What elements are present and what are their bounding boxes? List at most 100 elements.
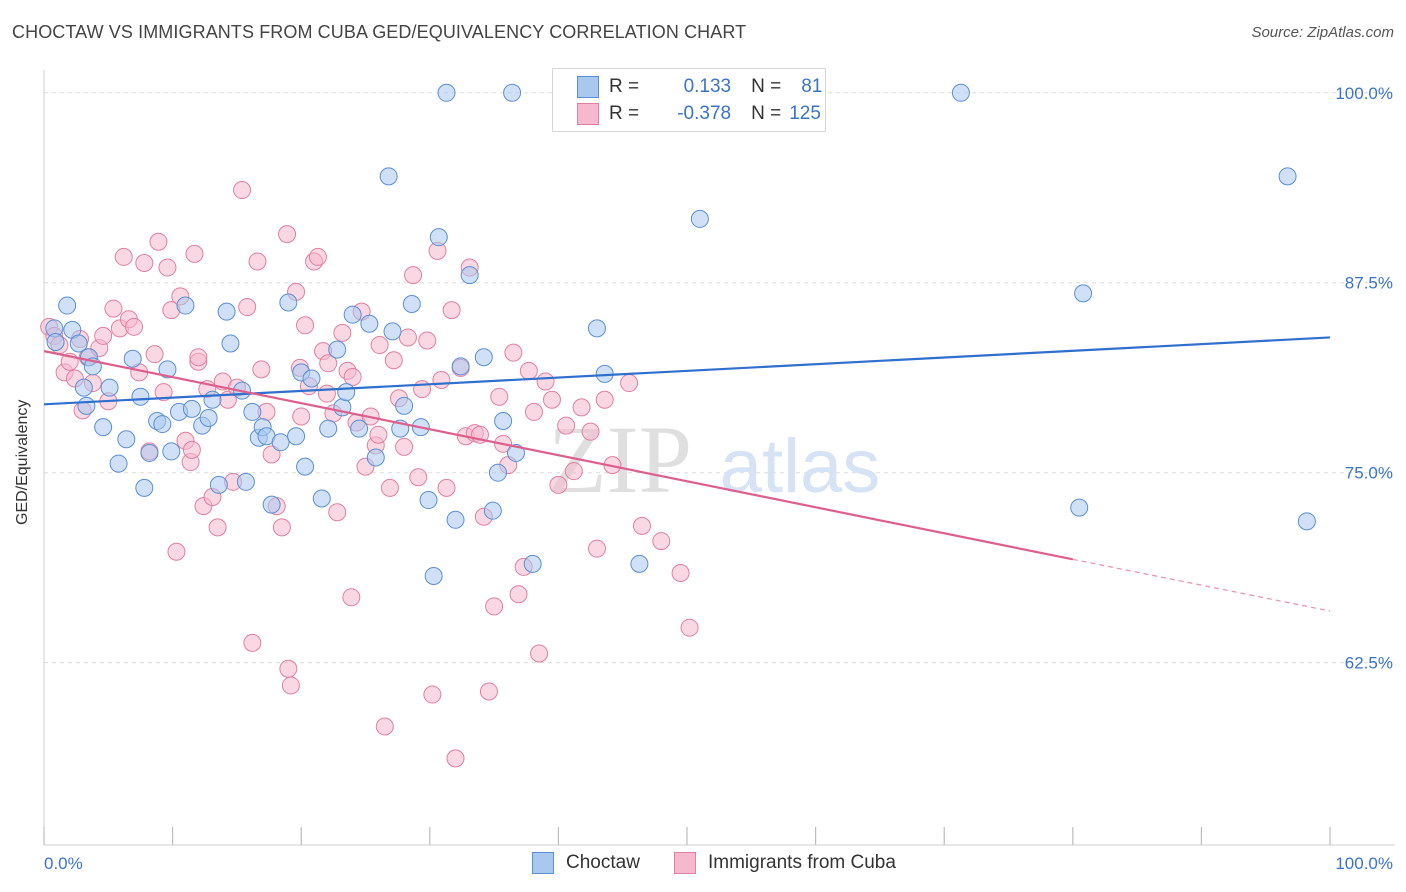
choctaw-point xyxy=(1297,512,1316,531)
cuba-point xyxy=(208,518,227,537)
legend-item-cuba[interactable]: Immigrants from Cuba xyxy=(674,852,896,874)
cuba-point xyxy=(125,317,144,336)
choctaw-point xyxy=(182,399,201,418)
choctaw-point xyxy=(123,349,142,368)
choctaw-point xyxy=(1070,498,1089,517)
choctaw-point xyxy=(451,357,470,376)
legend-r-label: R = xyxy=(609,76,640,97)
choctaw-point xyxy=(350,419,369,438)
cuba-point xyxy=(479,682,498,701)
cuba-point xyxy=(145,345,164,364)
cuba-point xyxy=(343,367,362,386)
choctaw-point xyxy=(94,418,113,437)
choctaw-point xyxy=(587,319,606,338)
cuba-point xyxy=(442,301,461,320)
choctaw-point xyxy=(460,266,479,285)
legend-row-cuba: R = -0.378 N = 125 xyxy=(553,100,821,128)
choctaw-trend-line xyxy=(43,336,1331,406)
choctaw-point xyxy=(221,334,240,353)
cuba-point xyxy=(581,422,600,441)
cuba-point xyxy=(319,354,338,373)
choctaw-point xyxy=(429,228,448,247)
legend-r-label: R = xyxy=(609,103,640,124)
choctaw-point xyxy=(302,369,321,388)
cuba-point xyxy=(404,266,423,285)
cuba-point xyxy=(632,516,651,535)
cuba-point xyxy=(278,225,297,244)
choctaw-point xyxy=(46,333,65,352)
cuba-point xyxy=(342,588,361,607)
cuba-point xyxy=(158,258,177,277)
choctaw-point xyxy=(503,83,522,102)
cuba-point xyxy=(154,383,173,402)
cuba-point xyxy=(652,532,671,551)
legend-r-value: -0.378 xyxy=(677,103,732,124)
cuba-point xyxy=(328,503,347,522)
choctaw-point xyxy=(140,443,159,462)
choctaw-point xyxy=(402,295,421,314)
choctaw-point xyxy=(243,402,262,421)
cuba-point xyxy=(620,374,639,393)
choctaw-point xyxy=(395,396,414,415)
cuba-trend-line xyxy=(43,350,1074,561)
y-tick-label: 62.5% xyxy=(1345,654,1393,673)
cuba-point xyxy=(671,563,690,582)
cuba-point xyxy=(370,336,389,355)
choctaw-point xyxy=(209,475,228,494)
cuba-point xyxy=(167,542,186,561)
series-choctaw-points xyxy=(45,83,1316,586)
cuba-point xyxy=(504,343,523,362)
y-tick-label: 87.5% xyxy=(1345,274,1393,293)
cuba-point xyxy=(272,518,291,537)
choctaw-point xyxy=(262,495,281,514)
cuba-point xyxy=(437,478,456,497)
legend-r-value: 0.133 xyxy=(683,76,732,97)
legend-item-choctaw[interactable]: Choctaw xyxy=(532,852,640,874)
cuba-point xyxy=(333,323,352,342)
choctaw-point xyxy=(337,383,356,402)
cuba-point xyxy=(564,462,583,481)
choctaw-point xyxy=(287,427,306,446)
choctaw-point xyxy=(488,463,507,482)
cuba-point xyxy=(530,644,549,663)
choctaw-point xyxy=(630,554,649,573)
choctaw-point xyxy=(74,378,93,397)
choctaw-point xyxy=(279,293,298,312)
cuba-point xyxy=(380,478,399,497)
choctaw-point xyxy=(203,390,222,409)
cuba-point xyxy=(446,749,465,768)
source-label: Source: ZipAtlas.com xyxy=(1251,24,1394,41)
choctaw-point xyxy=(319,419,338,438)
cuba-point xyxy=(549,475,568,494)
cuba-point xyxy=(233,181,252,200)
cuba-point xyxy=(114,247,133,266)
cuba-point xyxy=(423,685,442,704)
cuba-point xyxy=(395,437,414,456)
legend-n-value: 125 xyxy=(789,103,821,124)
choctaw-point xyxy=(437,83,456,102)
cuba-point xyxy=(281,676,300,695)
choctaw-point xyxy=(474,348,493,367)
choctaw-point xyxy=(158,360,177,379)
y-tick-label: 100.0% xyxy=(1335,84,1393,103)
choctaw-point xyxy=(690,209,709,228)
cuba-point xyxy=(248,252,267,271)
choctaw-point xyxy=(343,305,362,324)
choctaw-point xyxy=(296,457,315,476)
legend-swatch-cuba xyxy=(674,852,696,874)
cuba-point xyxy=(243,633,262,652)
choctaw-point xyxy=(199,408,218,427)
cuba-point xyxy=(519,361,538,380)
choctaw-point xyxy=(58,296,77,315)
choctaw-point xyxy=(483,501,502,520)
cuba-point xyxy=(262,445,281,464)
choctaw-point xyxy=(379,167,398,186)
gridlines xyxy=(44,92,1395,664)
legend-n-label: N = xyxy=(751,76,782,97)
choctaw-point xyxy=(328,340,347,359)
cuba-point xyxy=(375,717,394,736)
watermark: ZIP atlas xyxy=(548,406,880,513)
cuba-point xyxy=(485,597,504,616)
choctaw-point xyxy=(100,378,119,397)
trend-lines xyxy=(43,336,1331,612)
